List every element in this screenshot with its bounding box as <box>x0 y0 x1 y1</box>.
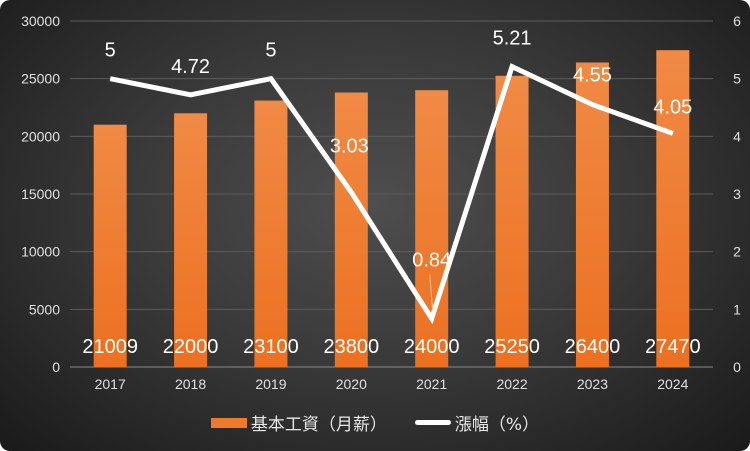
bar <box>174 113 208 368</box>
x-axis-tick: 2020 <box>336 376 367 392</box>
left-axis-tick: 5000 <box>29 301 60 317</box>
legend-item-bar: 基本工資（月薪） <box>210 410 387 435</box>
x-axis-tick: 2022 <box>496 376 527 392</box>
line-data-label: 5 <box>265 40 276 62</box>
x-axis-tick: 2023 <box>577 376 608 392</box>
bar <box>656 50 690 368</box>
left-axis-tick: 0 <box>52 359 60 375</box>
legend: 基本工資（月薪） 漲幅（%） <box>0 410 750 435</box>
right-axis-tick: 5 <box>733 71 741 87</box>
bar-data-label: 24000 <box>404 336 460 358</box>
legend-label-bar: 基本工資（月薪） <box>250 415 387 435</box>
bar <box>495 75 529 368</box>
label-leader-line <box>429 274 434 311</box>
line-data-label: 4.05 <box>653 96 692 118</box>
left-axis-tick: 20000 <box>21 128 60 144</box>
x-axis-tick: 2017 <box>95 376 126 392</box>
legend-label-line: 漲幅（%） <box>454 415 540 435</box>
bar-data-label: 22000 <box>163 336 219 358</box>
right-axis-tick: 4 <box>733 128 741 144</box>
bar <box>93 124 127 367</box>
bar <box>575 62 609 368</box>
bar-data-label: 23800 <box>324 336 380 358</box>
x-axis-tick: 2021 <box>416 376 447 392</box>
right-axis-tick: 2 <box>733 244 741 260</box>
right-axis-tick: 0 <box>733 359 741 375</box>
legend-swatch-line <box>414 420 451 425</box>
line-data-label: 5.21 <box>493 28 532 50</box>
bar <box>415 90 449 367</box>
x-axis-tick: 2018 <box>175 376 206 392</box>
bar-data-label: 26400 <box>565 336 621 358</box>
right-axis-tick: 3 <box>733 186 741 202</box>
line-data-label: 4.72 <box>171 56 210 78</box>
bar <box>254 100 288 367</box>
left-axis-tick: 15000 <box>21 186 60 202</box>
right-axis-tick: 6 <box>733 13 741 29</box>
legend-swatch-bar <box>210 417 247 428</box>
left-axis-tick: 10000 <box>21 244 60 260</box>
bar-data-label: 27470 <box>645 336 701 358</box>
bar-data-label: 21009 <box>82 336 138 358</box>
left-axis-tick: 30000 <box>21 13 60 29</box>
right-axis-tick: 1 <box>733 301 741 317</box>
bar-data-label: 25250 <box>484 336 540 358</box>
line-data-label: 3.03 <box>330 135 369 157</box>
legend-item-line: 漲幅（%） <box>414 410 540 435</box>
line-data-label: 0.84 <box>412 250 451 272</box>
line-data-label: 5 <box>105 40 116 62</box>
x-axis-tick: 2024 <box>657 376 688 392</box>
bar <box>334 92 368 368</box>
line-series <box>109 63 674 325</box>
bar-data-label: 23100 <box>243 336 299 358</box>
line-data-label: 4.55 <box>573 65 612 87</box>
left-axis-tick: 25000 <box>21 71 60 87</box>
x-axis-tick: 2019 <box>255 376 286 392</box>
